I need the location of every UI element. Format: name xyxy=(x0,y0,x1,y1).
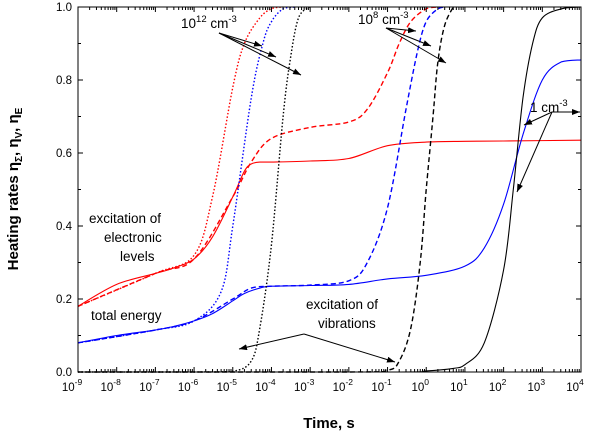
x-tick-label: 10-7 xyxy=(139,377,160,394)
y-axis-title-sep-1: , η xyxy=(5,138,22,156)
y-tick-label: 0.8 xyxy=(56,75,72,87)
annotation-vibrations-line-1: excitation of xyxy=(306,297,378,312)
annotation-density-1e12: 1012 cm-3 xyxy=(181,14,237,31)
arrow-1-to-vibrations xyxy=(516,111,553,193)
x-axis-ticks xyxy=(77,7,582,372)
x-tick-label: 10-4 xyxy=(255,377,276,394)
y-tick-label: 0.0 xyxy=(56,367,72,379)
annotation-electronic-line-2: electronic xyxy=(104,230,162,245)
x-tick-label: 102 xyxy=(489,377,507,394)
arrow-1-to-total xyxy=(523,111,553,126)
y-axis-title-sub-sigma: Σ xyxy=(14,156,25,162)
y-tick-label: 0.4 xyxy=(56,221,73,233)
x-tick-label: 103 xyxy=(528,377,546,394)
y-axis-title-main: Heating rates η xyxy=(5,162,22,270)
x-tick-label: 10-3 xyxy=(294,377,315,394)
y-axis-title: Heating rates ηΣ, ηV, ηE xyxy=(5,107,25,270)
arrow-1e12-to-electronic xyxy=(218,32,263,47)
annotation-electronic-line-1: excitation of xyxy=(89,211,161,226)
y-axis-tick-labels: 0.0 0.2 0.4 0.6 0.8 1.0 xyxy=(56,2,73,379)
arrow-1e8-to-electronic xyxy=(385,27,417,34)
y-axis-title-sub-v: V xyxy=(14,131,25,138)
y-tick-label: 1.0 xyxy=(56,2,72,14)
series-total-dash xyxy=(77,6,445,344)
y-axis-title-sep-2: , η xyxy=(5,114,22,132)
x-axis-tick-labels: 10-9 10-8 10-7 10-6 10-5 10-4 10-3 10-2 10-1 100 1… xyxy=(62,377,584,394)
arrow-vib-to-1e12 xyxy=(238,333,305,351)
series-electronic-solid xyxy=(77,139,582,307)
y-axis-title-sub-e: E xyxy=(14,107,25,114)
x-tick-label: 10-2 xyxy=(333,377,354,394)
y-axis-ticks xyxy=(78,6,581,373)
annotation-density-1: 1 cm-3 xyxy=(530,98,568,115)
x-tick-label: 10-1 xyxy=(371,377,392,394)
series-electronic-dash xyxy=(77,6,439,307)
x-tick-label: 10-9 xyxy=(62,377,83,394)
annotation-total-energy: total energy xyxy=(91,308,162,323)
y-tick-label: 0.2 xyxy=(56,294,72,306)
arrow-vib-to-1e8 xyxy=(303,333,396,363)
arrow-1e12-to-total xyxy=(218,32,277,58)
x-tick-label: 10-6 xyxy=(178,377,199,394)
x-tick-label: 101 xyxy=(450,377,468,394)
series-electronic-dot xyxy=(77,6,284,307)
x-tick-label: 100 xyxy=(411,377,429,394)
annotation-density-1e8: 108 cm-3 xyxy=(358,10,409,27)
annotation-electronic-line-3: levels xyxy=(120,249,155,264)
arrow-1e12-to-vibrations xyxy=(218,32,302,76)
x-axis-title: Time, s xyxy=(303,415,354,432)
x-tick-label: 10-5 xyxy=(217,377,238,394)
arrow-1e8-to-total xyxy=(385,27,432,47)
x-tick-label: 104 xyxy=(566,377,584,394)
series-total-dot xyxy=(77,6,295,344)
y-tick-label: 0.6 xyxy=(56,148,72,160)
x-tick-label: 10-8 xyxy=(101,377,122,394)
arrow-1e8-to-vibrations xyxy=(385,27,447,64)
annotation-arrows xyxy=(218,27,580,363)
annotation-vibrations-line-2: vibrations xyxy=(318,316,376,331)
